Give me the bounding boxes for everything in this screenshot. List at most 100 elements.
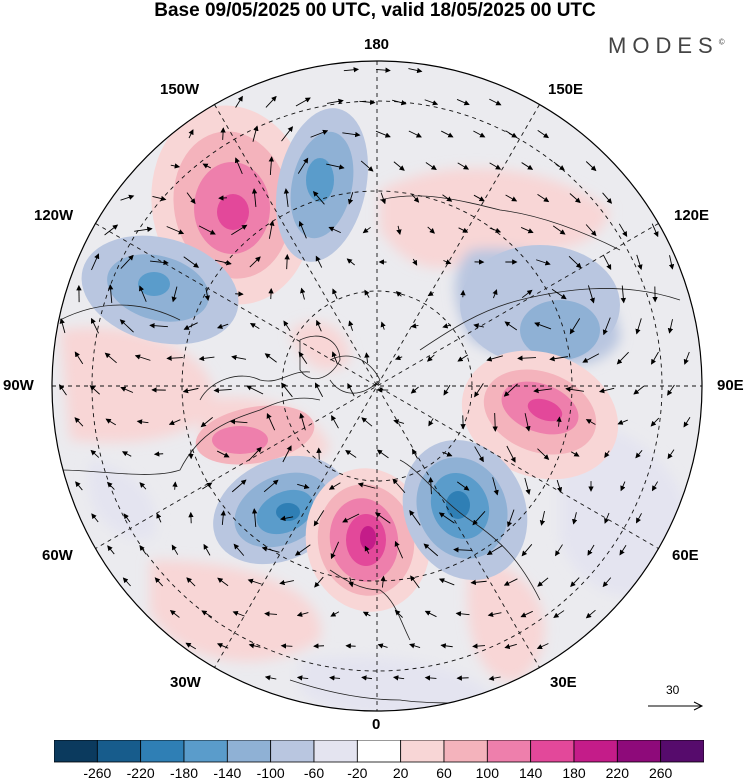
wind-vector [504,643,517,650]
wind-vector [332,288,338,299]
wind-vector [457,481,470,491]
wind-vector [380,192,386,205]
lon-label-30e: 30E [550,674,577,691]
wind-vector [313,510,325,527]
wind-vector [635,449,643,459]
wind-vector [266,412,276,431]
wind-vector [440,643,453,649]
wind-vector [455,611,470,617]
coastlines [59,195,681,711]
wind-vector [296,611,309,617]
colorbar-tick-label: -220 [126,765,155,781]
colorbar-bin [400,740,445,763]
wind-vector [172,481,178,490]
lon-label-180: 180 [364,36,390,53]
colorbar-tick-label: 60 [436,765,452,781]
wind-vector [392,675,405,681]
wind-vector [585,419,596,425]
wind-vector [409,509,421,526]
wind-vector [297,157,309,174]
wind-vector [410,575,420,589]
wind-vector [486,355,503,362]
wind-vector [263,479,279,493]
wind-vector [362,226,371,234]
wind-vector [213,387,232,393]
lon-label-30w: 30W [170,674,201,691]
wind-vector [316,447,322,460]
wind-vector [408,130,422,138]
wind-vector [345,643,356,649]
wind-vector [568,255,582,269]
wind-vector [651,223,659,238]
colorbar-bin [530,740,575,763]
colorbar-bin [660,740,704,763]
anomaly-west-siberia-ridge [461,350,619,480]
colorbar-tick-label: -20 [347,765,368,781]
wind-vector [570,577,580,588]
wind-vector [521,162,534,170]
wind-vector [229,418,248,425]
wind-vector [572,512,578,525]
wind-vector [375,130,391,138]
wind-vector [261,546,280,553]
wind-vector [569,318,581,335]
wind-vector [555,544,563,557]
wind-vector [139,285,147,302]
colorbar-tick-label: -180 [169,765,199,781]
wind-vector [505,194,518,202]
wind-vector [233,543,245,556]
wind-vector [473,130,486,138]
wind-vector [139,545,147,555]
wind-vector [364,352,370,363]
wind-vector [636,254,643,271]
wind-vector [636,513,642,524]
wind-vector [312,190,325,205]
wind-vector [171,286,178,303]
wind-vector [604,450,610,458]
wind-vector [204,287,210,302]
wind-vector [551,288,567,300]
wind-vector [361,675,373,681]
lon-label-150e: 150E [548,81,584,98]
wind-vector [394,609,403,618]
wind-vector [120,194,135,201]
wind-vector [121,451,132,457]
wind-vector [357,482,376,489]
wind-vector [427,226,435,234]
colorbar-tick-label: -100 [256,765,285,781]
wind-vector [248,446,262,461]
colorbar-tick-label: 140 [518,765,543,781]
wind-vector [393,161,405,171]
colorbar-bin [616,740,662,763]
wind-vector [202,482,213,490]
wind-vector [396,225,402,236]
wind-vector [59,318,66,334]
wind-vector [200,417,213,428]
wind-vector [347,383,355,397]
wind-vector [299,412,306,431]
wind-vector [427,290,434,297]
wind-vector [442,323,452,329]
colorbar-bin [96,740,142,763]
wind-vector [166,355,183,361]
wind-vector [604,512,610,524]
wind-vector [472,643,486,649]
wind-vector [411,193,420,203]
map-disc [52,61,702,711]
wind-vector [536,259,551,266]
wind-vector [618,223,628,237]
modes-logo-text: MODES [608,33,719,58]
wind-vector [569,193,581,204]
wind-vector [348,320,354,331]
wind-vector [521,544,533,557]
wind-vector [231,354,247,361]
wind-vector [537,577,549,587]
wind-vector [216,450,230,458]
reference-vector-label: 30 [666,683,680,697]
wind-vector [279,579,295,586]
wind-vector [423,543,439,557]
wind-vector [376,67,391,73]
wind-vector [487,611,502,618]
wind-vector [120,254,134,269]
wind-vector [153,451,164,457]
